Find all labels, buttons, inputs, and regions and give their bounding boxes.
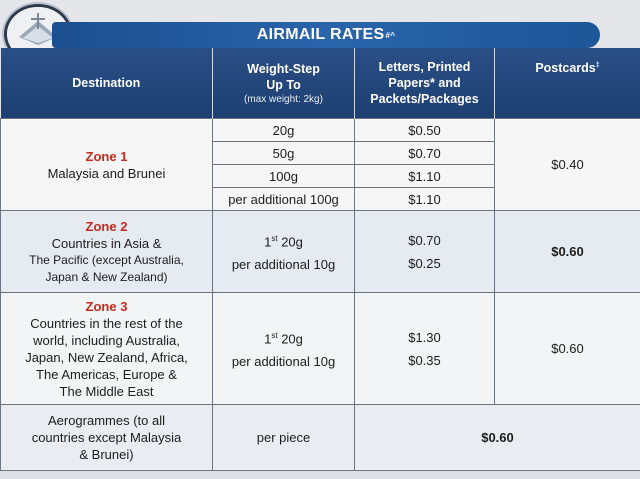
header-weight-subtitle: (max weight: 2kg)	[244, 93, 323, 105]
header-letters-line2: Papers* and	[388, 76, 461, 90]
header-destination-label: Destination	[72, 76, 141, 90]
zone1-countries: Malaysia and Brunei	[47, 165, 166, 181]
header-letters: Letters, Printed Papers* and Packets/Pac…	[354, 48, 495, 119]
zone2-name: Zone 2	[85, 218, 128, 234]
zone3-letters-1: $1.30	[408, 329, 441, 345]
header-letters-line1: Letters, Printed	[378, 60, 471, 74]
header-postcards: Postcards‡	[494, 48, 640, 119]
zone3-countries-line4: The Americas, Europe &	[36, 366, 177, 382]
aerogrammes-label-line3: & Brunei)	[79, 447, 134, 462]
header-weight-line1: Weight-Step	[247, 61, 320, 76]
zone2-step1-rest: 20g	[277, 234, 303, 250]
page-title: AIRMAIL RATES #^	[52, 22, 600, 48]
zone2-steps: 1st 20g per additional 10g	[212, 210, 355, 293]
title-footnote-marks: #^	[385, 30, 396, 40]
zone2-step1-sup: st	[271, 233, 278, 243]
header-postcards-label: Postcards	[535, 61, 596, 76]
title-text: AIRMAIL RATES	[256, 26, 385, 43]
zone3-countries-line2: world, including Australia,	[33, 332, 180, 348]
zone1-destination: Zone 1 Malaysia and Brunei	[0, 118, 213, 211]
zone2-letters: $0.70 $0.25	[354, 210, 495, 293]
aerogrammes-price: $0.60	[354, 404, 640, 471]
header-row: Destination Weight-Step Up To (max weigh…	[0, 48, 640, 119]
zone2-postcards: $0.60	[494, 210, 640, 293]
zone3-destination: Zone 3 Countries in the rest of the worl…	[0, 292, 213, 405]
header-destination: Destination	[0, 48, 213, 119]
zone1-row: Zone 1 Malaysia and Brunei 20g $0.50 $0.…	[0, 118, 640, 211]
header-postcards-mark: ‡	[595, 62, 600, 69]
zone1-row: per additional 100g $1.10	[1, 187, 640, 211]
zone1-step-4: per additional 100g	[212, 187, 355, 211]
zone2-step-2: per additional 10g	[231, 257, 336, 273]
zone2-countries-line2: The Pacific (except Australia,	[29, 252, 184, 267]
aerogrammes-label-line2: countries except Malaysia	[31, 430, 182, 445]
zone2-letters-2: $0.25	[408, 255, 441, 271]
zone3-countries-line1: Countries in the rest of the	[30, 315, 183, 331]
zone1-letters-4: $1.10	[354, 187, 495, 211]
zone1-step-3: 100g	[212, 164, 355, 188]
zone1-row: 100g $1.10	[1, 164, 640, 188]
zone3-countries-line3: Japan, New Zealand, Africa,	[25, 349, 188, 365]
aerogrammes-step: per piece	[212, 404, 355, 471]
aerogrammes-row: Aerogrammes (to all countries except Mal…	[0, 404, 640, 471]
zone3-countries-line5: The Middle East	[59, 383, 154, 399]
zone2-letters-1: $0.70	[408, 232, 441, 248]
airmail-rates-table: Destination Weight-Step Up To (max weigh…	[0, 48, 640, 471]
zone1-step-1: 20g	[212, 118, 355, 142]
zone1-letters-2: $0.70	[354, 141, 495, 165]
aerogrammes-destination: Aerogrammes (to all countries except Mal…	[0, 404, 213, 471]
zone1-letters-1: $0.50	[354, 118, 495, 142]
zone2-countries-line3: Japan & New Zealand)	[45, 269, 168, 284]
zone2-step1-num: 1	[264, 234, 272, 250]
zone3-letters-2: $0.35	[408, 352, 441, 368]
zone3-step-2: per additional 10g	[231, 354, 336, 370]
zone2-step-1: 1st 20g	[217, 230, 350, 250]
zone1-letters-3: $1.10	[354, 164, 495, 188]
zone3-step1-sup: st	[271, 330, 278, 340]
zone1-postcards: $0.40	[494, 118, 640, 211]
zone3-step1-num: 1	[264, 331, 272, 347]
header-letters-line3: Packets/Packages	[370, 92, 479, 106]
zone3-postcards: $0.60	[494, 292, 640, 405]
header-weight-line2: Up To	[266, 77, 301, 92]
zone3-step1-rest: 20g	[277, 331, 303, 347]
zone3-step-1: 1st 20g	[217, 327, 350, 347]
zone3-name: Zone 3	[85, 298, 128, 314]
zone1-name: Zone 1	[85, 148, 128, 164]
zone3-steps: 1st 20g per additional 10g	[212, 292, 355, 405]
zone3-letters: $1.30 $0.35	[354, 292, 495, 405]
zone2-destination: Zone 2 Countries in Asia & The Pacific (…	[0, 210, 213, 293]
header-weight-step: Weight-Step Up To (max weight: 2kg)	[212, 48, 355, 119]
zone3-row: Zone 3 Countries in the rest of the worl…	[0, 292, 640, 405]
zone2-row: Zone 2 Countries in Asia & The Pacific (…	[0, 210, 640, 293]
zone2-countries-line1: Countries in Asia &	[51, 235, 162, 251]
zone1-step-2: 50g	[212, 141, 355, 165]
aerogrammes-label-line1: Aerogrammes (to all	[47, 413, 166, 428]
